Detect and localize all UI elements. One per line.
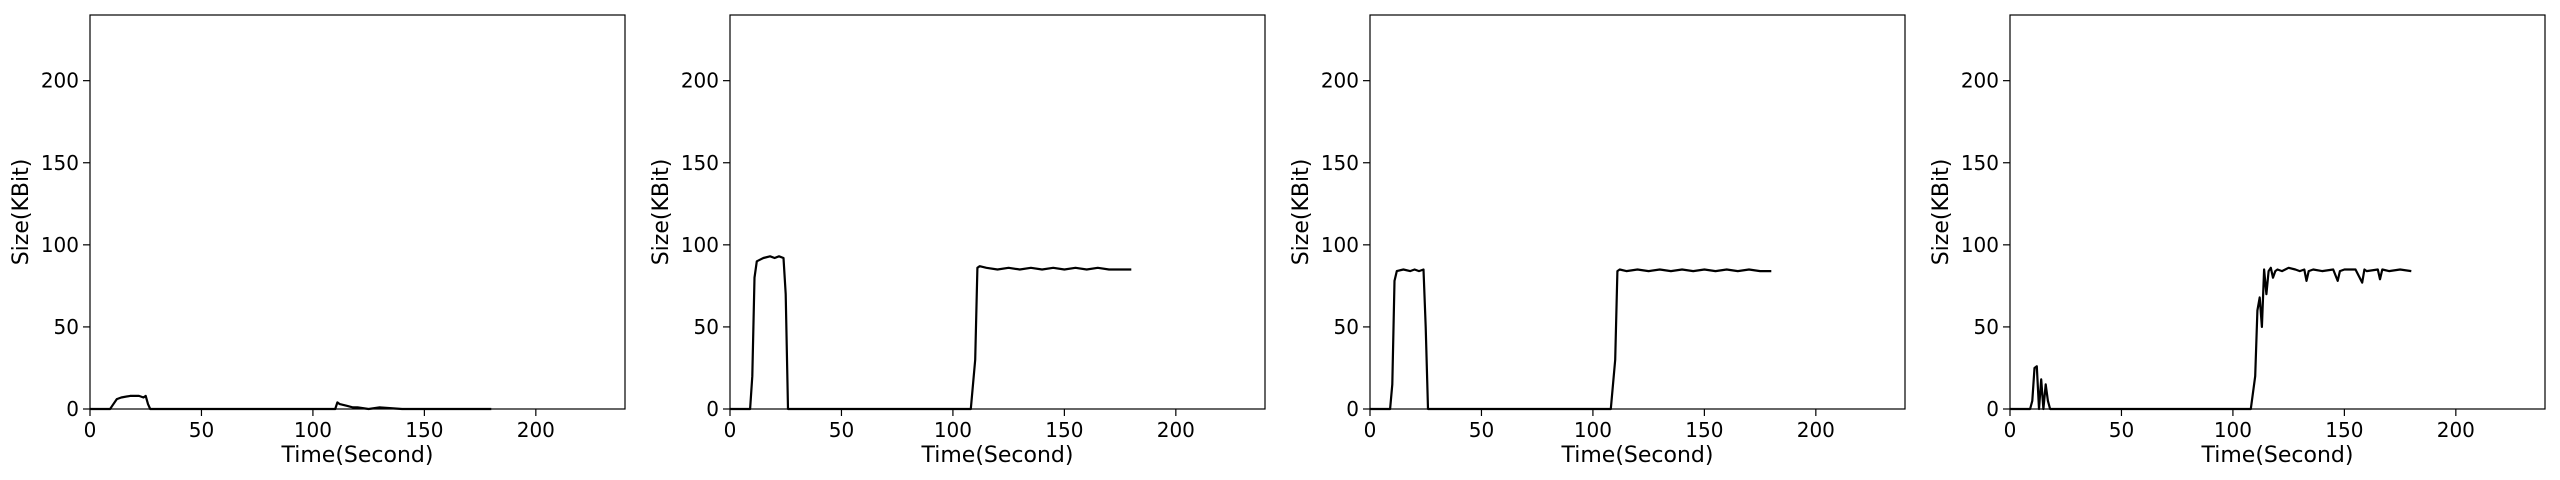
x-tick-label: 0 [1364,418,1377,442]
y-tick-label: 200 [1961,69,1999,93]
x-tick-label: 200 [2437,418,2475,442]
x-tick-label: 150 [1045,418,1083,442]
y-tick-label: 0 [1986,397,1999,421]
y-tick-label: 200 [681,69,719,93]
x-tick-label: 200 [1797,418,1835,442]
x-tick-label: 50 [2109,418,2134,442]
y-tick-label: 50 [694,315,719,339]
plot-frame [89,14,626,410]
x-tick-label: 0 [84,418,97,442]
x-tick-label: 150 [2325,418,2363,442]
x-tick-label: 0 [724,418,737,442]
x-tick-label: 0 [2004,418,2017,442]
x-tick-label: 50 [1469,418,1494,442]
x-tick-label: 100 [934,418,972,442]
subplot-4: Time(Second) Size(KBit) 0 50 100 150 200 0 50 1… [1929,14,2546,468]
y-tick-label: 150 [41,151,79,175]
x-tick-label: 50 [829,418,854,442]
x-tick-label: 150 [1685,418,1723,442]
x-axis-label: Time(Second) [921,443,1074,468]
y-tick-label: 0 [1346,397,1359,421]
y-tick-label: 200 [41,69,79,93]
x-tick-label: 100 [2214,418,2252,442]
x-tick-label: 200 [517,418,555,442]
y-tick-label: 200 [1321,69,1359,93]
x-tick-label: 50 [189,418,214,442]
y-axis-label: Size(KBit) [1929,159,1954,266]
y-tick-label: 0 [706,397,719,421]
y-tick-label: 50 [1334,315,1359,339]
y-tick-label: 100 [41,233,79,257]
plot-frame [1369,14,1906,410]
series-line [2010,266,2412,411]
y-tick-label: 100 [681,233,719,257]
y-tick-label: 100 [1321,233,1359,257]
y-tick-label: 150 [1961,151,1999,175]
series-line [90,394,492,411]
x-axis-label: Time(Second) [2201,443,2354,468]
y-axis-label: Size(KBit) [649,159,674,266]
subplot-1: Time(Second) Size(KBit) 0 50 100 150 200 0 50 1… [9,14,626,468]
x-tick-label: 200 [1157,418,1195,442]
y-tick-label: 50 [54,315,79,339]
y-axis-label: Size(KBit) [9,159,34,266]
y-tick-label: 0 [66,397,79,421]
y-axis-label: Size(KBit) [1289,159,1314,266]
subplot-3: Time(Second) Size(KBit) 0 50 100 150 200 0 50 1… [1289,14,1906,468]
x-tick-label: 100 [1574,418,1612,442]
y-tick-label: 150 [1321,151,1359,175]
x-axis-label: Time(Second) [1561,443,1714,468]
y-tick-label: 50 [1974,315,1999,339]
plot-frame [2009,14,2546,410]
series-line [1370,268,1772,411]
y-tick-label: 150 [681,151,719,175]
x-axis-label: Time(Second) [281,443,434,468]
plot-frame [729,14,1266,410]
series-line [730,255,1132,411]
x-tick-label: 150 [405,418,443,442]
subplot-2: Time(Second) Size(KBit) 0 50 100 150 200 0 50 1… [649,14,1266,468]
x-tick-label: 100 [294,418,332,442]
y-tick-label: 100 [1961,233,1999,257]
